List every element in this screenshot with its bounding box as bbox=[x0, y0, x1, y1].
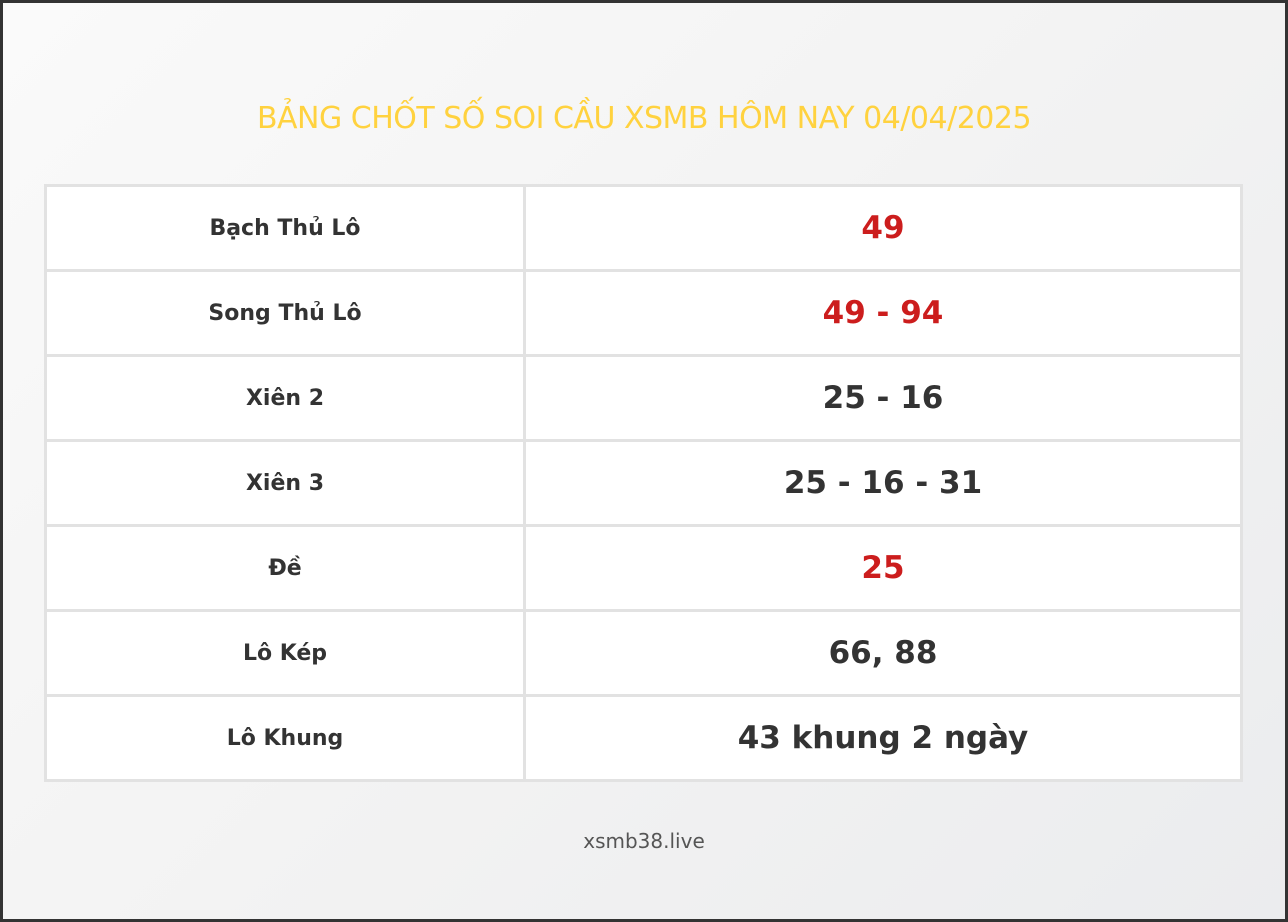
row-label: Lô Kép bbox=[44, 609, 526, 697]
row-value: 25 - 16 bbox=[523, 354, 1243, 442]
row-label: Xiên 3 bbox=[44, 439, 526, 527]
row-label: Song Thủ Lô bbox=[44, 269, 526, 357]
row-label: Lô Khung bbox=[44, 694, 526, 782]
row-value: 66, 88 bbox=[523, 609, 1243, 697]
site-watermark: xsmb38.live bbox=[583, 829, 705, 853]
table-row: Xiên 2 25 - 16 bbox=[44, 354, 1243, 442]
table-row: Lô Kép 66, 88 bbox=[44, 609, 1243, 697]
row-value: 25 bbox=[523, 524, 1243, 612]
table-row: Song Thủ Lô 49 - 94 bbox=[44, 269, 1243, 357]
table-row: Xiên 3 25 - 16 - 31 bbox=[44, 439, 1243, 527]
prediction-table: Bạch Thủ Lô 49 Song Thủ Lô 49 - 94 Xiên 2 25 … bbox=[44, 184, 1243, 782]
table-row: Đề 25 bbox=[44, 524, 1243, 612]
row-value: 25 - 16 - 31 bbox=[523, 439, 1243, 527]
table-row: Lô Khung 43 khung 2 ngày bbox=[44, 694, 1243, 782]
table-row: Bạch Thủ Lô 49 bbox=[44, 184, 1243, 272]
row-label: Xiên 2 bbox=[44, 354, 526, 442]
row-value: 49 bbox=[523, 184, 1243, 272]
row-value: 43 khung 2 ngày bbox=[523, 694, 1243, 782]
row-label: Đề bbox=[44, 524, 526, 612]
row-value: 49 - 94 bbox=[523, 269, 1243, 357]
row-label: Bạch Thủ Lô bbox=[44, 184, 526, 272]
page-title: BẢNG CHỐT SỐ SOI CẦU XSMB HÔM NAY 04/04/… bbox=[256, 101, 1032, 136]
